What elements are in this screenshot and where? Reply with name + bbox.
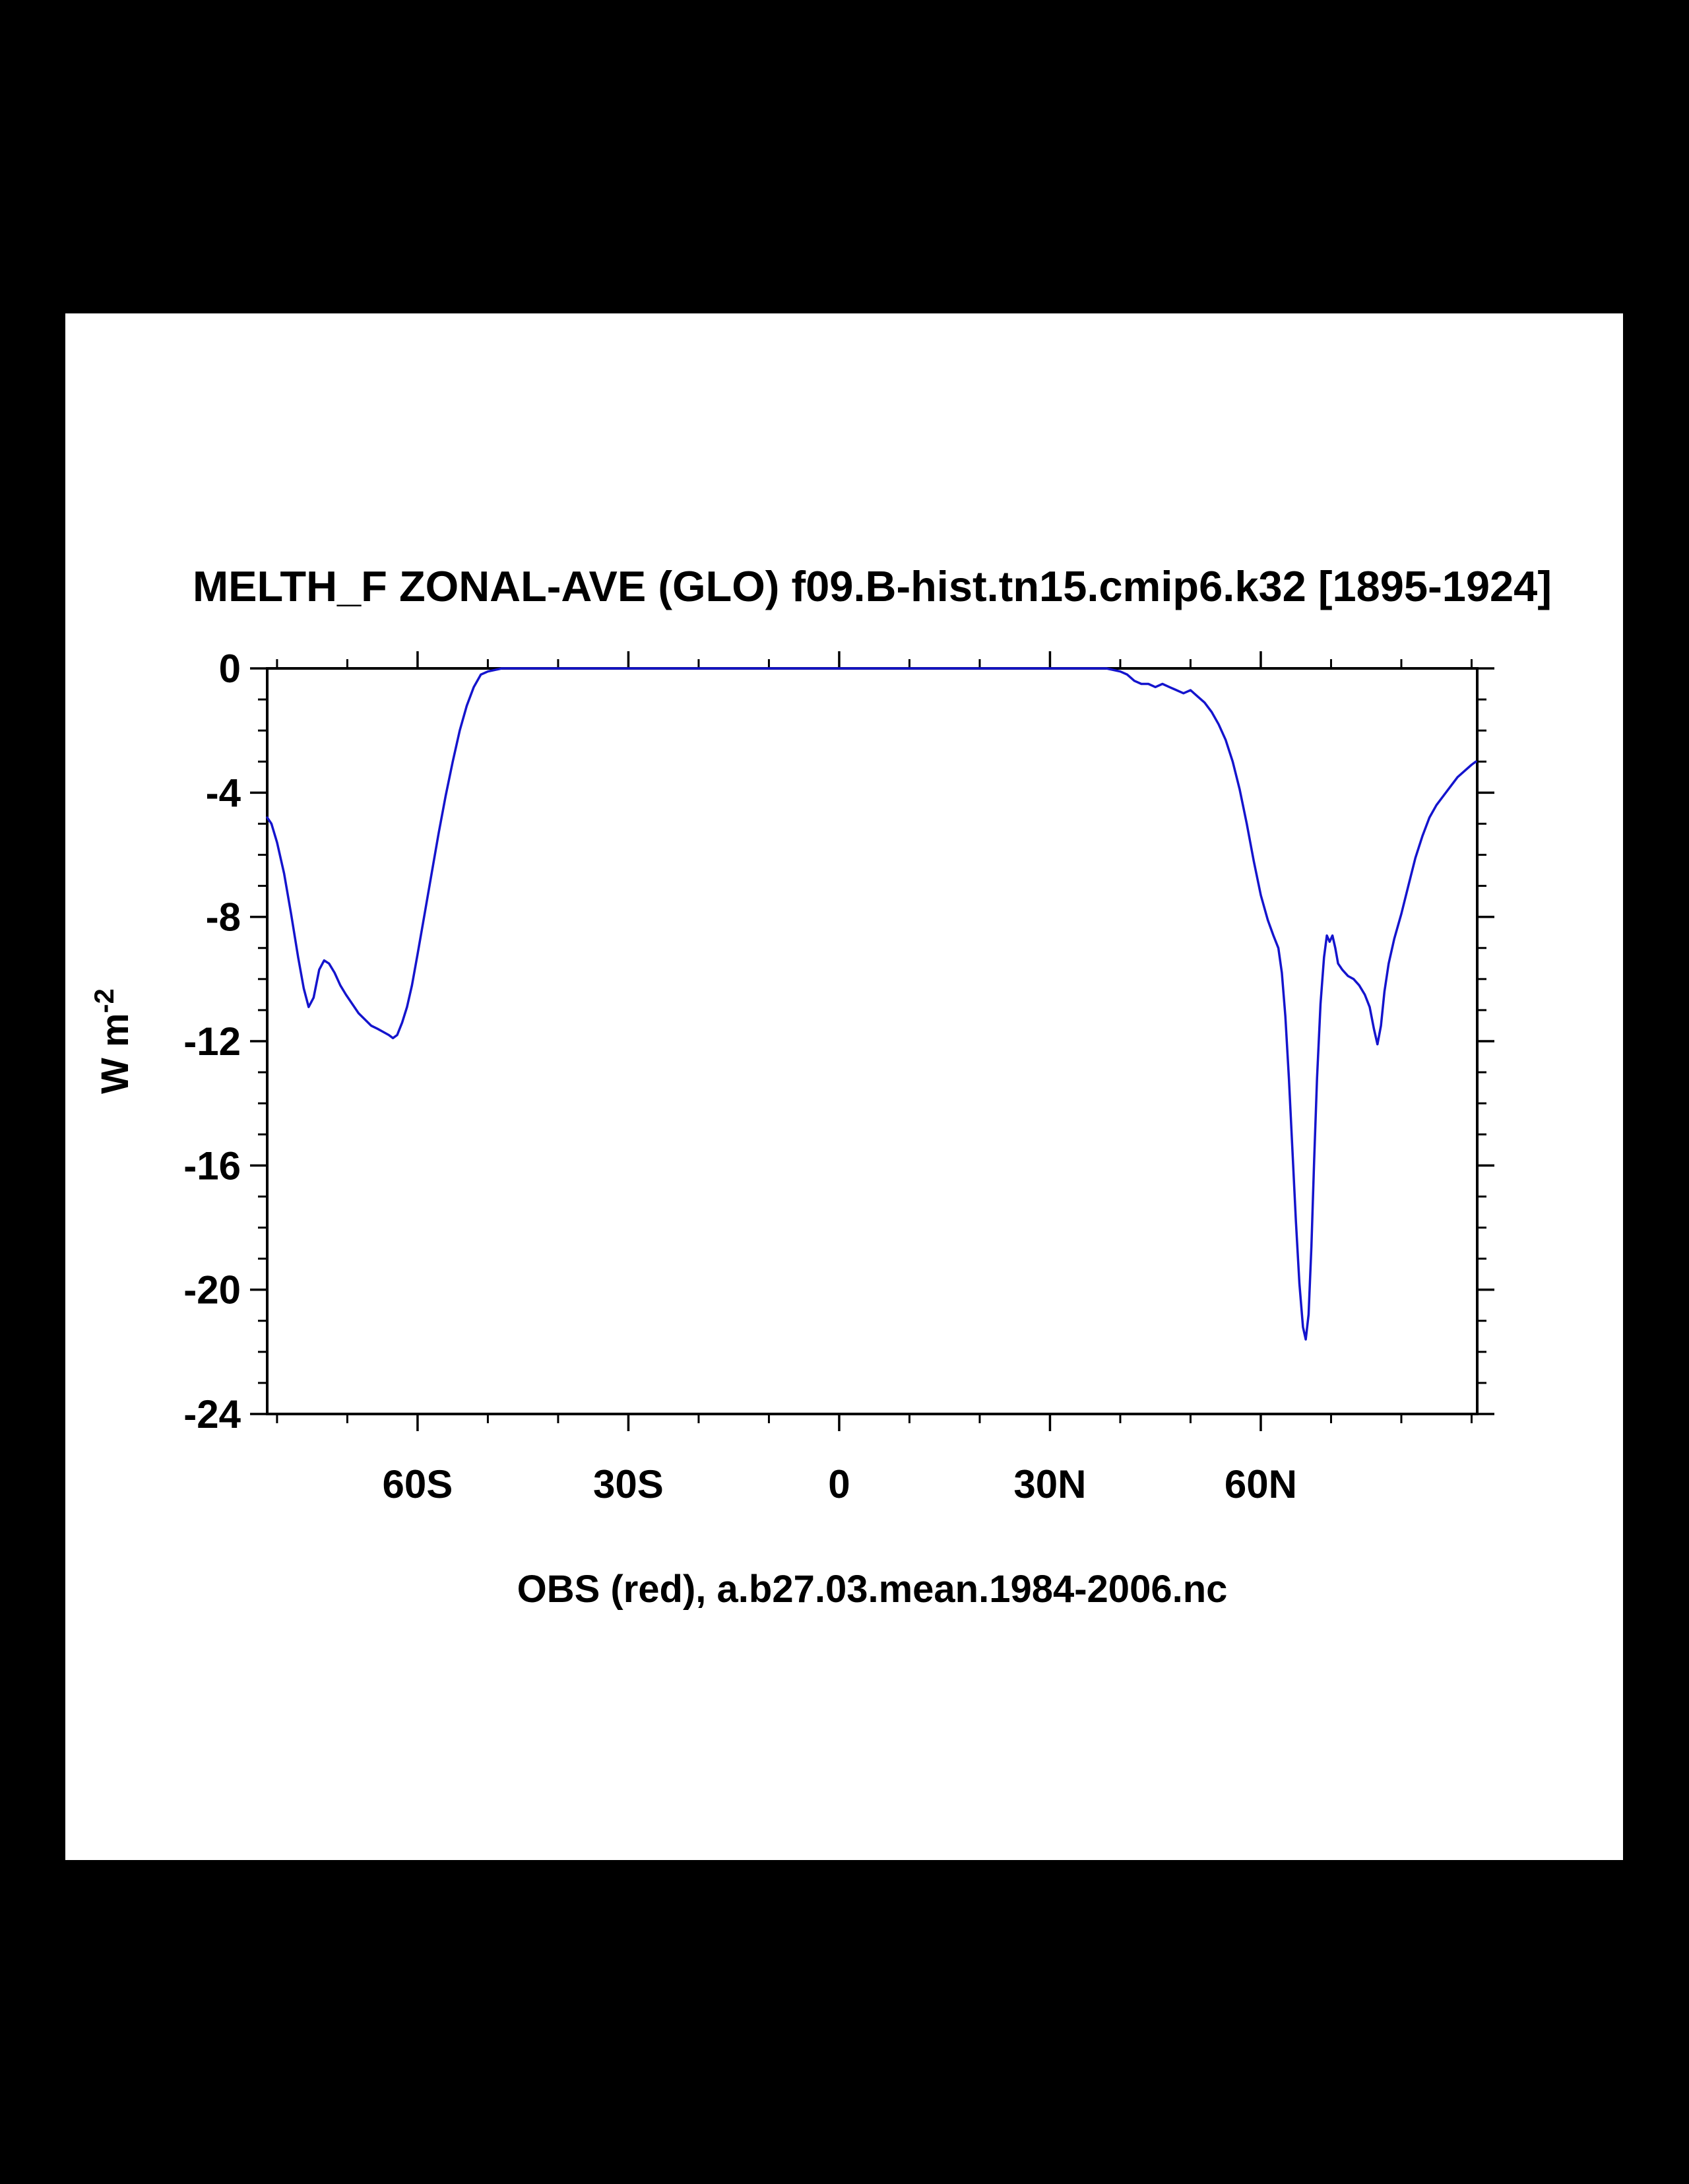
y-tick-label: -16 bbox=[183, 1143, 241, 1188]
y-axis-label-exponent: -2 bbox=[88, 988, 119, 1013]
chart-subtitle: OBS (red), a.b27.03.mean.1984-2006.nc bbox=[517, 1568, 1228, 1611]
plot-frame-group: 60S 30S 0 30N 60N 0 -4 -8 -12 -16 -20 -24 bbox=[183, 647, 1494, 1506]
data-series-line bbox=[266, 667, 1477, 1341]
chart-title: MELTH_F ZONAL-AVE (GLO) f09.B-hist.tn15.… bbox=[193, 562, 1552, 610]
x-tick-label: 30N bbox=[1013, 1462, 1086, 1506]
x-tick-label: 30S bbox=[593, 1462, 664, 1506]
y-tick-label: -8 bbox=[206, 895, 241, 940]
x-tick-label: 60N bbox=[1225, 1462, 1297, 1506]
y-axis-label-base: W m bbox=[94, 1013, 137, 1093]
y-tick-label: -12 bbox=[183, 1019, 241, 1064]
y-tick-label: -4 bbox=[206, 771, 241, 815]
y-tick-label: -20 bbox=[183, 1268, 241, 1312]
y-tick-label: 0 bbox=[219, 647, 241, 691]
x-tick-label: 0 bbox=[828, 1462, 850, 1506]
plot-canvas: MELTH_F ZONAL-AVE (GLO) f09.B-hist.tn15.… bbox=[65, 313, 1623, 1860]
x-tick-label: 60S bbox=[383, 1462, 453, 1506]
y-axis-label: W m-2 bbox=[88, 988, 137, 1094]
zonal-average-chart: MELTH_F ZONAL-AVE (GLO) f09.B-hist.tn15.… bbox=[88, 562, 1552, 1611]
y-tick-label: -24 bbox=[183, 1392, 241, 1436]
